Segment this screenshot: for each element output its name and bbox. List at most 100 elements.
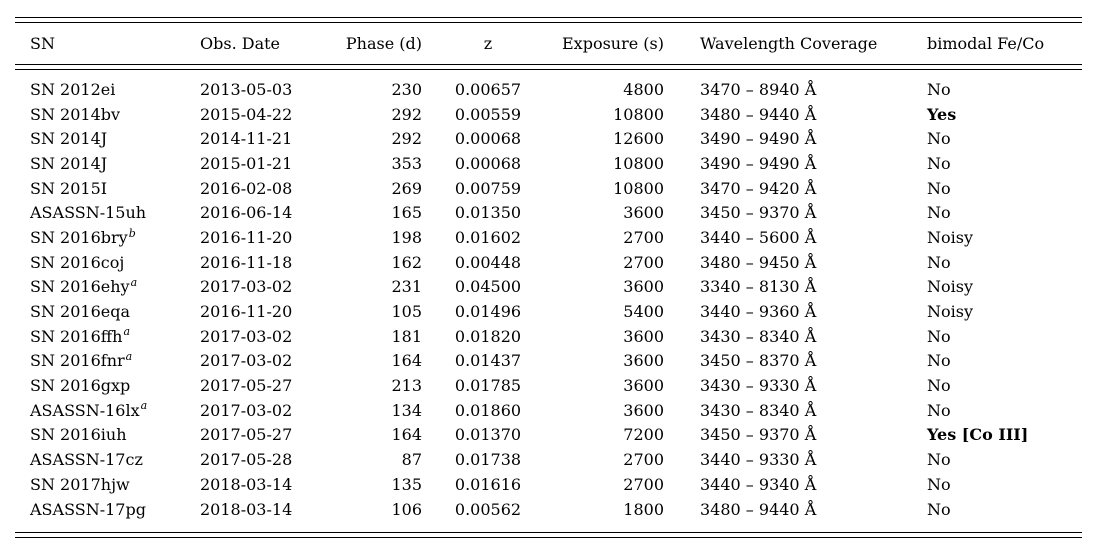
column-header-obs-date: Obs. Date: [200, 34, 281, 53]
phase-cell: 106: [391, 499, 422, 519]
table-row: SN 2016bryb 2016-11-20 198 0.01602 2700 3440 …: [15, 225, 1082, 250]
bimodal-cell: Yes [Co III]: [927, 425, 1029, 445]
sn-cell: SN 2016eqa: [30, 302, 131, 322]
sn-cell: SN 2016ffha: [30, 325, 130, 346]
phase-cell: 292: [391, 104, 422, 124]
bimodal-cell: No: [927, 450, 951, 470]
wavelength-cell: 3430 – 8340 Å: [700, 400, 817, 420]
phase-cell: 164: [391, 351, 422, 371]
z-cell: 0.00068: [454, 153, 522, 173]
obs-date-cell: 2015-04-22: [200, 104, 293, 124]
wavelength-cell: 3440 – 5600 Å: [700, 227, 817, 247]
sn-cell: ASASSN-16lxa: [30, 399, 148, 420]
table-row: SN 2016ehya 2017-03-02 231 0.04500 3600 3340 …: [15, 275, 1082, 300]
phase-cell: 213: [391, 376, 422, 396]
exposure-cell: 3600: [623, 376, 664, 396]
footnote-marker: b: [128, 226, 136, 240]
bimodal-cell: Noisy: [927, 302, 973, 322]
obs-date-cell: 2016-06-14: [200, 203, 293, 223]
phase-cell: 105: [391, 302, 422, 322]
wavelength-cell: 3490 – 9490 Å: [700, 153, 817, 173]
z-cell: 0.01616: [454, 474, 522, 494]
z-cell: 0.00562: [454, 499, 522, 519]
z-cell: 0.01496: [454, 302, 522, 322]
table-top-rule: [15, 17, 1082, 23]
z-cell: 0.00759: [454, 178, 522, 198]
phase-cell: 162: [391, 252, 422, 272]
table-row: SN 2014J 2014-11-21 292 0.00068 12600 3490 – …: [15, 126, 1082, 151]
phase-cell: 198: [391, 227, 422, 247]
obs-date-cell: 2015-01-21: [200, 153, 293, 173]
z-cell: 0.00448: [454, 252, 522, 272]
z-cell: 0.01860: [454, 400, 522, 420]
exposure-cell: 5400: [623, 302, 664, 322]
z-cell: 0.01437: [454, 351, 522, 371]
bimodal-cell: No: [927, 376, 951, 396]
exposure-cell: 4800: [623, 79, 664, 99]
wavelength-cell: 3440 – 9340 Å: [700, 474, 817, 494]
wavelength-cell: 3440 – 9360 Å: [700, 302, 817, 322]
obs-date-cell: 2017-03-02: [200, 326, 293, 346]
exposure-cell: 2700: [623, 227, 664, 247]
obs-date-cell: 2017-03-02: [200, 351, 293, 371]
obs-date-cell: 2014-11-21: [200, 129, 293, 149]
bimodal-cell: No: [927, 203, 951, 223]
sn-cell: SN 2016coj: [30, 252, 125, 272]
obs-date-cell: 2017-05-27: [200, 425, 293, 445]
obs-date-cell: 2017-03-02: [200, 400, 293, 420]
phase-cell: 231: [391, 277, 422, 297]
table-row: SN 2016eqa 2016-11-20 105 0.01496 5400 3440 –…: [15, 299, 1082, 324]
obs-date-cell: 2016-11-20: [200, 302, 293, 322]
z-cell: 0.01602: [454, 227, 522, 247]
obs-date-cell: 2016-02-08: [200, 178, 293, 198]
column-header-wavelength: Wavelength Coverage: [700, 34, 878, 53]
bimodal-cell: No: [927, 252, 951, 272]
exposure-cell: 10800: [613, 178, 664, 198]
table-body: SN 2012ei 2013-05-03 230 0.00657 4800 3470 – …: [15, 70, 1082, 532]
obs-date-cell: 2017-05-27: [200, 376, 293, 396]
table-header-row: SN Obs. Date Phase (d) z Exposure (s) Wa…: [15, 23, 1082, 64]
wavelength-cell: 3470 – 8940 Å: [700, 79, 817, 99]
table-row: SN 2016fnra 2017-03-02 164 0.01437 3600 3450 …: [15, 349, 1082, 374]
sn-cell: SN 2015I: [30, 178, 108, 198]
sn-cell: SN 2016iuh: [30, 425, 127, 445]
phase-cell: 292: [391, 129, 422, 149]
wavelength-cell: 3450 – 9370 Å: [700, 425, 817, 445]
sn-cell: SN 2016gxp: [30, 376, 131, 396]
bimodal-cell: Noisy: [927, 227, 973, 247]
table-row: SN 2016iuh 2017-05-27 164 0.01370 7200 3450 –…: [15, 423, 1082, 448]
bimodal-cell: No: [927, 79, 951, 99]
z-cell: 0.00657: [454, 79, 522, 99]
phase-cell: 164: [391, 425, 422, 445]
bimodal-cell: Noisy: [927, 277, 973, 297]
exposure-cell: 3600: [623, 351, 664, 371]
sn-cell: SN 2012ei: [30, 79, 116, 99]
table-row: ASASSN-17cz 2017-05-28 87 0.01738 2700 3440 –…: [15, 447, 1082, 472]
obs-date-cell: 2016-11-20: [200, 227, 293, 247]
table-row: ASASSN-16lxa 2017-03-02 134 0.01860 3600 3430…: [15, 398, 1082, 423]
obs-date-cell: 2018-03-14: [200, 474, 293, 494]
bimodal-cell: No: [927, 326, 951, 346]
sn-cell: SN 2016ehya: [30, 276, 138, 297]
phase-cell: 134: [391, 400, 422, 420]
obs-date-cell: 2016-11-18: [200, 252, 293, 272]
wavelength-cell: 3480 – 9440 Å: [700, 499, 817, 519]
sn-cell: SN 2014J: [30, 153, 108, 173]
exposure-cell: 7200: [623, 425, 664, 445]
bimodal-cell: No: [927, 129, 951, 149]
bimodal-cell: No: [927, 153, 951, 173]
exposure-cell: 2700: [623, 252, 664, 272]
sn-observations-table: SN Obs. Date Phase (d) z Exposure (s) Wa…: [15, 17, 1082, 539]
phase-cell: 165: [391, 203, 422, 223]
exposure-cell: 10800: [613, 153, 664, 173]
bimodal-cell: No: [927, 351, 951, 371]
sn-cell: SN 2016bryb: [30, 226, 136, 247]
wavelength-cell: 3450 – 8370 Å: [700, 351, 817, 371]
table-row: SN 2014J 2015-01-21 353 0.00068 10800 3490 – …: [15, 151, 1082, 176]
sn-cell: SN 2017hjw: [30, 474, 130, 494]
table-row: SN 2016coj 2016-11-18 162 0.00448 2700 3480 –…: [15, 250, 1082, 275]
exposure-cell: 3600: [623, 326, 664, 346]
bimodal-cell: No: [927, 499, 951, 519]
column-header-z: z: [483, 34, 493, 53]
